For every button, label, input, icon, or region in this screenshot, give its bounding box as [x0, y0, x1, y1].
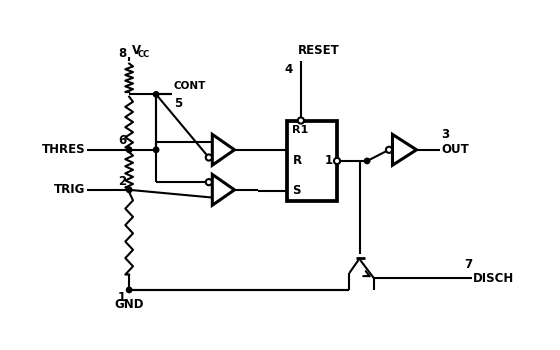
Circle shape — [153, 92, 159, 97]
Text: THRES: THRES — [41, 143, 85, 156]
Text: 4: 4 — [285, 63, 293, 76]
Text: 3: 3 — [441, 128, 449, 141]
Polygon shape — [212, 174, 235, 205]
Text: V: V — [132, 44, 141, 57]
Circle shape — [334, 158, 340, 164]
Text: 1: 1 — [118, 291, 126, 304]
Polygon shape — [393, 134, 417, 165]
Circle shape — [386, 147, 392, 153]
Text: 6: 6 — [118, 134, 126, 147]
Circle shape — [153, 147, 159, 153]
Circle shape — [298, 118, 304, 124]
Circle shape — [127, 287, 132, 293]
Text: 7: 7 — [464, 258, 472, 271]
Text: CONT: CONT — [174, 80, 206, 91]
Text: TRIG: TRIG — [54, 183, 85, 196]
Text: R: R — [292, 154, 301, 167]
Circle shape — [127, 187, 132, 192]
Polygon shape — [212, 134, 235, 165]
Circle shape — [206, 154, 212, 161]
Bar — [287, 120, 337, 201]
Text: OUT: OUT — [441, 143, 469, 156]
Text: S: S — [292, 184, 301, 197]
Text: CC: CC — [138, 50, 150, 59]
Text: 2: 2 — [118, 175, 126, 188]
Text: RESET: RESET — [298, 44, 339, 57]
Circle shape — [365, 158, 370, 164]
Circle shape — [206, 179, 212, 185]
Text: GND: GND — [114, 298, 144, 311]
Circle shape — [127, 147, 132, 153]
Text: 1: 1 — [324, 154, 333, 167]
Text: R1: R1 — [292, 125, 309, 135]
Text: 5: 5 — [174, 97, 182, 111]
Text: DISCH: DISCH — [473, 272, 514, 285]
Text: 8: 8 — [118, 48, 126, 61]
